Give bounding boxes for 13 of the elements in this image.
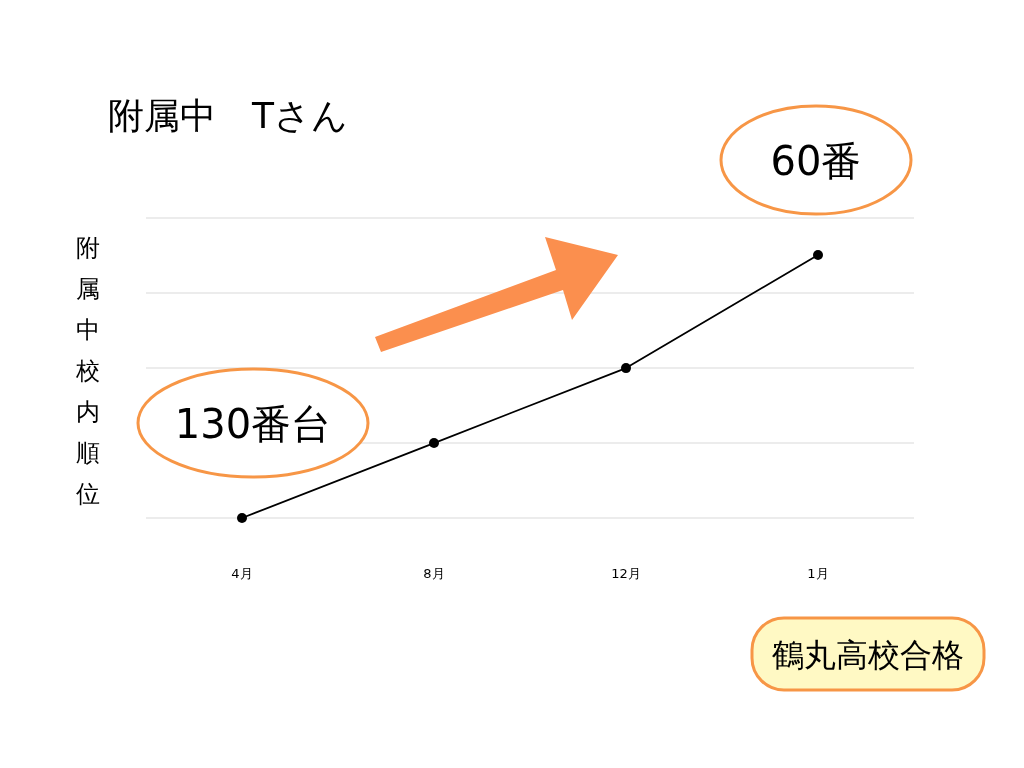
point [813,250,823,260]
annotation: 130番台 [174,401,332,447]
annotation: 60番 [770,138,862,184]
text: 鶴丸高校合格 [772,636,964,674]
chart-title: 附属中 Tさん [108,95,348,136]
y-axis-title: 附属中校内順位 [75,234,100,508]
x-tick-label: 1月 [807,566,829,581]
point [429,438,439,449]
x-tick-label: 12月 [611,566,641,581]
x-tick-label: 4月 [231,566,253,581]
point [621,363,631,374]
point [237,513,247,523]
x-tick-label: 8月 [423,566,445,581]
